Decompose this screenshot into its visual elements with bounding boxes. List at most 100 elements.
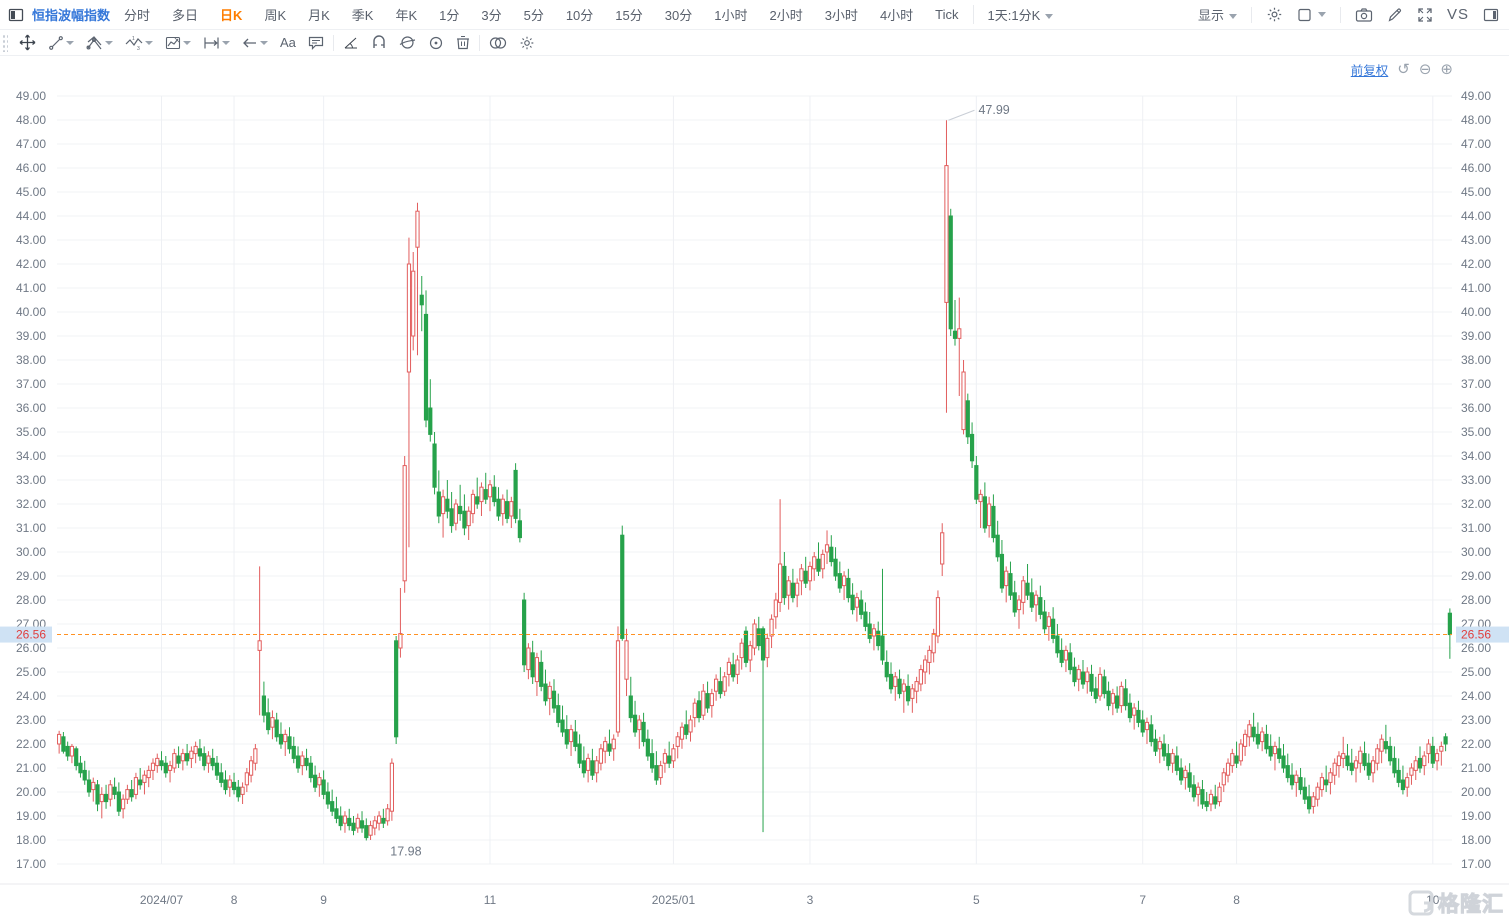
candle <box>278 722 284 749</box>
trendline-tool[interactable] <box>45 33 77 53</box>
point-marker-tool[interactable] <box>425 33 447 53</box>
candle <box>291 736 296 764</box>
candle <box>1260 727 1265 752</box>
tab-多日[interactable]: 多日 <box>172 8 199 23</box>
candle <box>1021 576 1026 615</box>
candle <box>513 463 518 524</box>
tab-15分[interactable]: 15分 <box>615 8 643 23</box>
candle <box>180 748 185 771</box>
tab-月K[interactable]: 月K <box>308 8 330 23</box>
tab-日K[interactable]: 日K <box>220 8 243 23</box>
candle <box>376 811 382 831</box>
custom-interval-dropdown[interactable]: 1天:1分K <box>972 5 1054 24</box>
edit-pencil-icon[interactable] <box>1387 7 1403 23</box>
svg-text:24.00: 24.00 <box>1461 689 1491 703</box>
tab-周K[interactable]: 周K <box>264 8 287 23</box>
tab-10分[interactable]: 10分 <box>565 8 594 23</box>
candle <box>492 475 497 507</box>
drawing-settings-tool[interactable] <box>516 33 538 53</box>
tab-分时[interactable]: 分时 <box>124 8 151 23</box>
tab-4小时[interactable]: 4小时 <box>879 8 914 23</box>
tab-1小时[interactable]: 1小时 <box>714 8 748 23</box>
candle <box>334 796 339 824</box>
candle <box>261 681 266 723</box>
tab-年K[interactable]: 年K <box>395 8 418 23</box>
note-tool[interactable] <box>305 33 327 52</box>
candle <box>778 499 783 612</box>
screenshot-camera-icon[interactable] <box>1355 7 1373 23</box>
candle <box>893 672 898 701</box>
candle <box>1392 746 1397 778</box>
candle <box>338 806 343 831</box>
display-dropdown[interactable]: 显示 <box>1198 5 1237 24</box>
crosshair-tool[interactable] <box>16 32 39 53</box>
candle <box>172 748 177 773</box>
price-adjust-dropdown[interactable]: 前复权 <box>1350 64 1389 78</box>
date-range-tool[interactable] <box>200 34 233 52</box>
candle <box>500 494 505 526</box>
candle <box>876 621 881 651</box>
interval-toolbar: 恒指波幅指数 分时 多日 日K 周K 月K 季K 年K 1分 3分 5分 10分 15分 30分 1小时 2… <box>0 0 1509 30</box>
fullscreen-icon[interactable] <box>1417 7 1433 23</box>
candle <box>1046 612 1051 641</box>
candle <box>1332 758 1337 785</box>
candle <box>692 698 697 728</box>
tab-3小时[interactable]: 3小时 <box>824 8 858 23</box>
candle <box>603 736 608 764</box>
compare-vs-button[interactable]: VS <box>1446 6 1469 23</box>
reset-zoom-icon[interactable]: ↺ <box>1397 61 1410 78</box>
zoom-out-icon[interactable]: ⊖ <box>1418 61 1432 78</box>
sync-drawings-tool[interactable] <box>486 34 510 52</box>
candle <box>389 758 394 821</box>
chart-area[interactable]: 前复权 ↺ ⊖ ⊕ 49.00 49.00 48.00 48.00 47.00 47.00… <box>0 56 1509 918</box>
tab-Tick[interactable]: Tick <box>935 7 959 22</box>
pattern-tool[interactable] <box>162 33 194 53</box>
tab-3分[interactable]: 3分 <box>481 8 502 23</box>
annotation-connector <box>948 109 975 121</box>
tab-1分[interactable]: 1分 <box>439 8 460 23</box>
candle <box>522 592 527 672</box>
angle-tool[interactable] <box>340 34 362 52</box>
right-panel-toggle-icon[interactable] <box>1483 7 1499 23</box>
candle <box>594 756 599 783</box>
remove-drawings-tool[interactable] <box>453 33 473 52</box>
candle <box>163 756 168 778</box>
zoom-in-icon[interactable]: ⊕ <box>1440 61 1453 78</box>
svg-text:18.00: 18.00 <box>16 833 46 847</box>
sidebar-toggle-icon[interactable] <box>8 7 24 23</box>
hide-drawings-tool[interactable] <box>396 33 419 52</box>
candle <box>69 744 75 764</box>
candle <box>884 650 889 682</box>
tab-2小时[interactable]: 2小时 <box>769 8 803 23</box>
candle <box>244 768 249 792</box>
tab-季K[interactable]: 季K <box>351 8 374 23</box>
candle <box>590 748 595 780</box>
tab-30分[interactable]: 30分 <box>664 8 693 23</box>
candle <box>112 777 117 800</box>
candle <box>948 208 953 336</box>
candle <box>1025 564 1030 600</box>
candle <box>1362 741 1367 771</box>
candle <box>790 568 795 603</box>
chart-settings-gear-icon[interactable] <box>1266 6 1283 23</box>
chevron-down-icon <box>1317 12 1326 17</box>
candle <box>304 748 309 771</box>
tab-5分[interactable]: 5分 <box>523 8 544 23</box>
channel-tool[interactable] <box>83 33 116 53</box>
candle <box>837 561 842 593</box>
candle <box>1379 734 1384 764</box>
arrow-tool[interactable] <box>239 35 271 51</box>
layout-dropdown-icon[interactable] <box>1297 7 1326 23</box>
candle <box>359 811 365 833</box>
magnet-tool[interactable] <box>368 33 390 52</box>
candle <box>436 470 441 524</box>
text-tool[interactable]: Aa <box>280 35 296 50</box>
candle <box>530 640 535 684</box>
symbol-title[interactable]: 恒指波幅指数 <box>32 8 111 23</box>
candlestick-chart[interactable]: 49.00 49.00 48.00 48.00 47.00 47.00 46.00 46.00… <box>0 56 1509 918</box>
drag-handle[interactable] <box>2 33 8 52</box>
candle <box>159 751 164 771</box>
svg-text:25.00: 25.00 <box>1461 665 1491 679</box>
candle <box>189 746 194 768</box>
